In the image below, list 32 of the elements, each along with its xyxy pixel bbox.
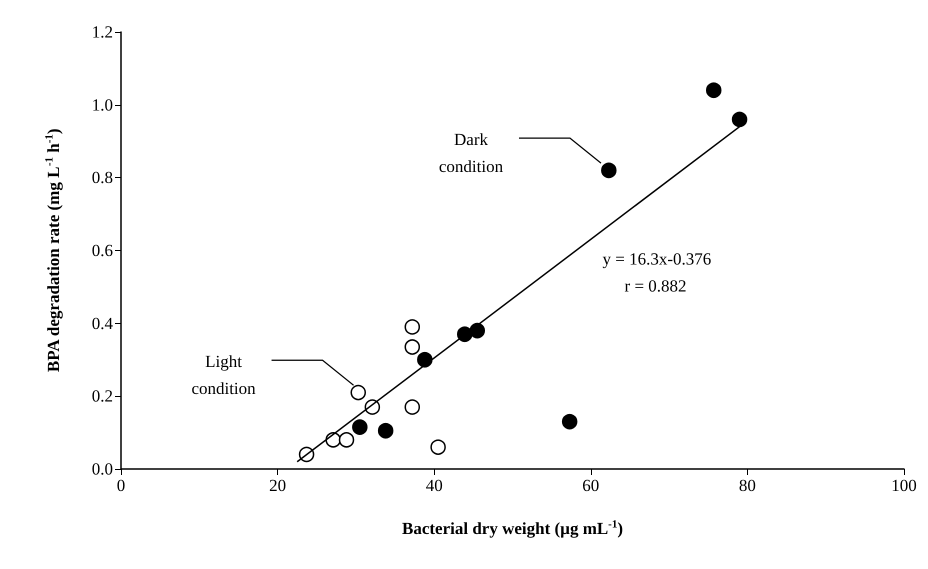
- y-axis-title: BPA degradation rate (mg L-1 h-1): [44, 128, 63, 372]
- point: [404, 399, 420, 415]
- point: [338, 432, 354, 448]
- x-tick-label: 100: [891, 476, 917, 495]
- y-tick-label: 0.0: [92, 460, 113, 478]
- y-tick-label: 0.6: [92, 241, 113, 260]
- point: [470, 322, 486, 338]
- point: [417, 352, 433, 368]
- x-tick-label: 0: [116, 476, 126, 495]
- annotation: r = 0.882: [624, 276, 687, 296]
- x-tick-label: 20: [269, 476, 286, 495]
- point: [404, 339, 420, 355]
- y-tick-label: 0.2: [92, 386, 113, 406]
- point: [404, 319, 420, 335]
- point: [352, 419, 368, 435]
- point: [732, 112, 748, 128]
- annotation: Light condition: [191, 352, 256, 398]
- point: [430, 439, 446, 455]
- point: [350, 384, 366, 400]
- point: [562, 414, 578, 430]
- point: [601, 162, 617, 178]
- point: [378, 423, 394, 439]
- y-tick-label: 0.8: [92, 168, 113, 188]
- x-tick-label: 60: [582, 476, 600, 495]
- annotation: Dark condition: [438, 130, 504, 176]
- point: [706, 82, 722, 98]
- x-tick-label: 40: [426, 476, 443, 495]
- annotation: y = 16.3x-0.376: [602, 250, 712, 268]
- y-tick-label: 1.0: [92, 95, 113, 114]
- y-tick-label: 1.2: [92, 22, 113, 42]
- x-tick-label: 80: [738, 476, 756, 495]
- y-tick-label: 0.4: [92, 314, 114, 333]
